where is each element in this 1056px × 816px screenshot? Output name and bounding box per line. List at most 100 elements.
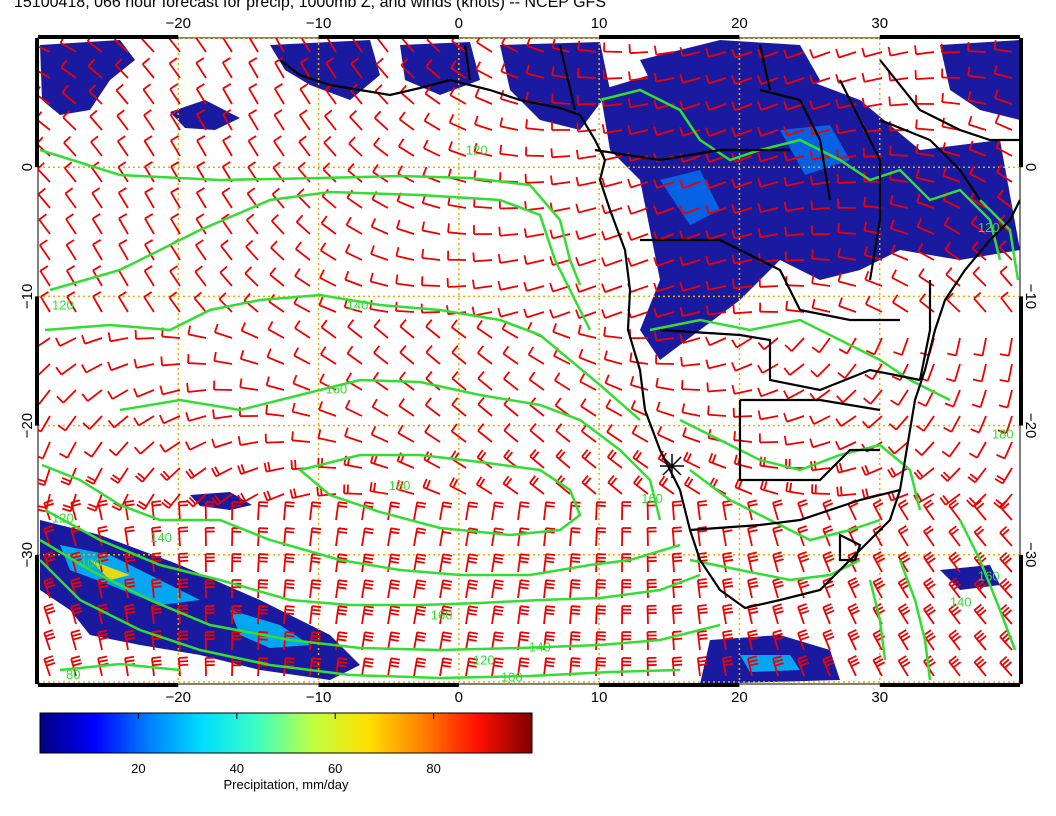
- wind-barb-icon: [211, 438, 233, 449]
- wind-barb-icon: [143, 135, 155, 157]
- wind-barb-icon: [257, 553, 269, 573]
- wind-barb-icon: [897, 499, 909, 521]
- wind-barb-icon: [888, 96, 909, 107]
- wind-barb-icon: [757, 228, 779, 239]
- wind-barb-icon: [193, 291, 207, 313]
- wind-barb-icon: [679, 46, 701, 57]
- wind-barb-icon: [835, 415, 857, 427]
- wind-barb-icon: [630, 400, 649, 417]
- wind-barb-icon: [732, 304, 753, 315]
- wind-barb-icon: [326, 38, 337, 53]
- wind-barb-icon: [295, 214, 311, 235]
- wind-barb-icon: [809, 100, 831, 110]
- wind-barb-icon: [523, 255, 545, 265]
- wind-barb-icon: [967, 115, 987, 131]
- wind-barb-icon: [421, 276, 441, 287]
- wind-barb-icon: [679, 100, 701, 111]
- wind-barb-icon: [204, 500, 215, 521]
- wind-barb-icon: [864, 295, 883, 313]
- wind-barb-icon: [783, 49, 805, 59]
- wind-barb-icon: [943, 216, 961, 235]
- wind-barb-icon: [999, 525, 1013, 547]
- wind-barb-icon: [204, 526, 215, 547]
- wind-barb-icon: [491, 553, 504, 573]
- wind-barb-icon: [309, 631, 322, 651]
- wind-barb-icon: [151, 578, 162, 599]
- wind-barb-icon: [822, 603, 835, 625]
- wind-barb-icon: [248, 83, 259, 105]
- wind-barb-icon: [38, 45, 51, 53]
- wind-barb-icon: [323, 135, 337, 157]
- wind-barb-icon: [90, 135, 103, 157]
- wind-barb-icon: [66, 291, 77, 313]
- wind-barb-icon: [835, 462, 857, 474]
- wind-barb-icon: [632, 449, 649, 469]
- wind-barb-icon: [465, 657, 479, 677]
- map-title: 15100418, 066 hour forecast for precip, …: [14, 0, 606, 11]
- wind-barb-icon: [822, 551, 835, 573]
- wind-barb-icon: [847, 655, 860, 677]
- wind-barb-icon: [450, 319, 467, 339]
- wind-barb-icon: [705, 255, 727, 266]
- wind-barb-icon: [940, 43, 961, 54]
- wind-barb-icon: [424, 85, 441, 105]
- wind-barb-icon: [838, 297, 857, 313]
- wind-barb-icon: [543, 657, 556, 677]
- wind-barb-icon: [888, 415, 909, 431]
- wind-barb-icon: [39, 265, 51, 287]
- contour-label-8: 100: [80, 556, 102, 571]
- wind-barb-icon: [143, 291, 155, 313]
- wind-barb-icon: [169, 109, 181, 131]
- wind-barb-icon: [973, 629, 987, 651]
- wind-barb-icon: [942, 166, 961, 183]
- lon-tick-label-bottom: 30: [871, 689, 888, 706]
- wind-barb-icon: [575, 309, 597, 319]
- wind-barb-icon: [43, 525, 55, 547]
- wind-barb-icon: [681, 380, 701, 391]
- wind-barb-icon: [595, 501, 606, 521]
- wind-barb-icon: [705, 101, 727, 111]
- wind-barb-icon: [785, 482, 805, 495]
- wind-barb-icon: [757, 410, 779, 421]
- wind-barb-icon: [551, 121, 571, 131]
- wind-barb-icon: [579, 373, 597, 391]
- wind-barb-icon: [944, 389, 961, 408]
- wind-barb-icon: [292, 374, 311, 391]
- wind-barb-icon: [38, 389, 51, 405]
- wind-barb-icon: [263, 490, 285, 502]
- wind-barb-icon: [477, 396, 493, 417]
- wind-barb-icon: [889, 219, 909, 235]
- wind-barb-icon: [603, 350, 623, 365]
- wind-barb-icon: [835, 441, 857, 451]
- wind-barb-icon: [387, 501, 401, 521]
- wind-barb-icon: [837, 247, 857, 261]
- wind-barb-icon: [498, 226, 519, 237]
- wind-barb-icon: [425, 319, 441, 339]
- lon-tick-label-bottom: −10: [306, 689, 331, 706]
- wind-barb-icon: [893, 337, 909, 356]
- wind-barb-icon: [705, 305, 727, 316]
- wind-barb-icon: [114, 58, 129, 79]
- wind-barb-icon: [973, 291, 987, 313]
- wind-barb-icon: [107, 389, 129, 400]
- wind-barb-icon: [575, 203, 597, 214]
- wind-barb-icon: [248, 109, 259, 131]
- wind-barb-icon: [581, 474, 597, 495]
- wind-barbs: [38, 38, 1013, 677]
- lon-tick-label-bottom: 20: [731, 689, 748, 706]
- wind-barb-icon: [491, 501, 504, 521]
- wind-barb-icon: [945, 363, 961, 383]
- wind-barb-icon: [914, 45, 935, 56]
- wind-barb-icon: [543, 605, 556, 625]
- wind-barb-icon: [423, 139, 441, 157]
- wind-barb-icon: [168, 38, 181, 53]
- wind-barb-icon: [811, 298, 831, 313]
- wind-barb-icon: [283, 605, 295, 625]
- wind-barb-icon: [772, 655, 784, 677]
- wind-barb-icon: [373, 137, 389, 157]
- wind-barb-icon: [295, 241, 311, 261]
- wind-barb-icon: [115, 83, 129, 105]
- wind-barb-icon: [273, 135, 285, 157]
- wind-barb-icon: [707, 405, 727, 417]
- wind-barb-icon: [320, 215, 337, 235]
